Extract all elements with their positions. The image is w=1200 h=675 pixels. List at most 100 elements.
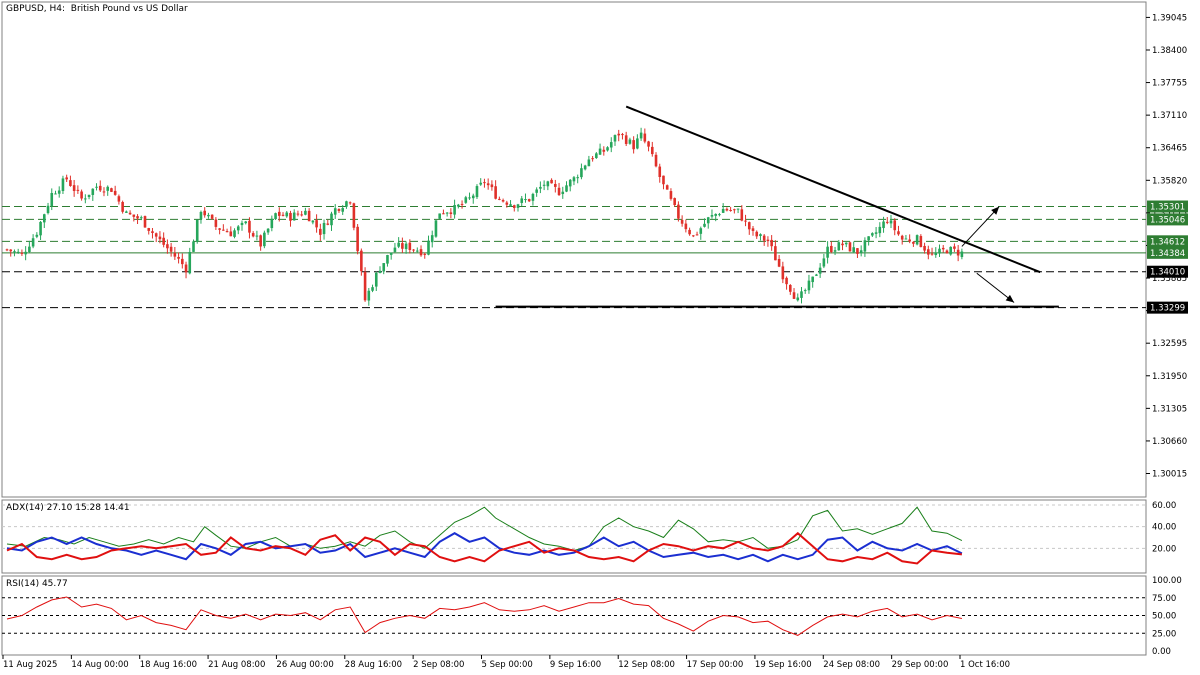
candle-bull	[759, 234, 762, 237]
candle-bear	[777, 258, 781, 267]
adx-line-minusdi	[6, 531, 963, 565]
candle-bull	[341, 208, 344, 212]
candle-bear	[218, 228, 221, 230]
candle-bull	[863, 240, 867, 252]
level-price-badges: 1.35301 1.35046 1.34612 1.34384 1.34010 1.332…	[1147, 200, 1188, 314]
candle-bear	[632, 140, 635, 150]
rsi-tick-label: 0.00	[1152, 647, 1171, 657]
candle-bull	[479, 182, 483, 185]
candle-bull	[542, 184, 546, 186]
candle-bull	[826, 246, 829, 258]
candle-bull	[561, 191, 565, 195]
candle-bear	[755, 231, 759, 237]
candle-bear	[956, 249, 960, 256]
candle-bear	[501, 200, 505, 202]
candle-bear	[449, 212, 453, 215]
candle-bull	[255, 235, 259, 237]
price-tick-label: 1.30015	[1152, 470, 1187, 480]
candle-bear	[893, 220, 897, 231]
candle-bear	[166, 244, 169, 249]
candle-bull	[871, 233, 874, 236]
adx-panel[interactable]	[1, 499, 1147, 574]
candle-bull	[434, 220, 438, 237]
candle-bull	[292, 212, 296, 221]
candle-bear	[908, 239, 911, 242]
arrow-shaft[interactable]	[961, 206, 1000, 247]
candle-bull	[859, 250, 863, 253]
direction-arrows[interactable]	[961, 206, 1015, 303]
candle-bear	[654, 154, 658, 167]
candle-bull	[572, 177, 576, 182]
candle-bull	[322, 222, 326, 235]
candle-bull	[188, 251, 192, 274]
price-tick-label: 1.36465	[1152, 144, 1187, 154]
candle-bull	[13, 251, 16, 253]
candle-bear	[65, 177, 68, 180]
rsi-tick-label: 25.00	[1152, 629, 1176, 639]
candle-bear	[900, 235, 904, 240]
candle-bull	[244, 221, 248, 224]
candle-bear	[72, 185, 76, 191]
x-tick-label: 26 Aug 00:00	[276, 660, 333, 670]
candle-bull	[35, 234, 39, 237]
candle-bull	[568, 179, 572, 187]
price-panel[interactable]	[1, 1, 1147, 498]
candle-bull	[333, 208, 337, 215]
price-tick-label: 1.35820	[1152, 176, 1187, 186]
candle-bull	[934, 253, 938, 256]
x-tick-label: 21 Aug 08:00	[208, 660, 265, 670]
candle-bull	[95, 186, 98, 188]
horizontal-levels[interactable]	[2, 206, 1146, 309]
level-badge	[1147, 235, 1188, 248]
candle-bear	[554, 183, 557, 187]
candle-bear	[177, 256, 180, 259]
candle-bear	[792, 292, 796, 299]
x-tick-label: 17 Sep 00:00	[687, 660, 744, 670]
trendlines[interactable]	[495, 105, 1059, 308]
candle-bear	[747, 222, 751, 230]
x-tick-label: 24 Sep 08:00	[823, 660, 880, 670]
candle-bear	[210, 214, 214, 219]
candle-bear	[550, 179, 553, 184]
candle-bull	[311, 220, 315, 223]
candle-bull	[371, 287, 374, 291]
candle-bear	[169, 246, 173, 252]
level-badge-label: 1.35301	[1150, 203, 1185, 213]
rsi-series	[6, 596, 962, 636]
candle-bull	[811, 276, 814, 283]
candle-bull	[867, 236, 870, 241]
candle-bear	[766, 239, 770, 242]
candle-bull	[960, 251, 964, 258]
candle-bull	[106, 186, 110, 191]
candle-bear	[319, 228, 322, 235]
candle-bull	[938, 248, 941, 254]
candle-bull	[199, 211, 203, 220]
candle-bull	[386, 255, 389, 264]
x-tick-label: 5 Sep 00:00	[482, 660, 533, 670]
candle-bear	[953, 246, 956, 249]
candle-bear	[505, 202, 509, 205]
candle-bull	[520, 198, 524, 203]
candle-bear	[98, 185, 102, 191]
adx-line-plusdi	[6, 532, 963, 563]
candle-bull	[580, 168, 583, 178]
candle-bull	[374, 272, 378, 287]
arrow-head[interactable]	[991, 206, 1000, 215]
candle-bear	[785, 277, 788, 285]
candle-bear	[460, 203, 464, 205]
arrow-head[interactable]	[1005, 294, 1015, 303]
trendline[interactable]	[625, 105, 1041, 274]
candle-bull	[330, 213, 333, 226]
candle-bear	[337, 208, 341, 211]
candle-bear	[945, 250, 949, 254]
candle-bull	[699, 228, 703, 234]
candle-bear	[733, 209, 736, 211]
candle-bear	[662, 175, 665, 185]
price-tick-label: 1.32595	[1152, 339, 1187, 349]
candle-bull	[39, 221, 42, 236]
adx-series	[6, 506, 963, 565]
candle-bull	[636, 138, 639, 149]
candle-bull	[389, 252, 393, 255]
x-tick-label: 29 Sep 00:00	[892, 660, 949, 670]
